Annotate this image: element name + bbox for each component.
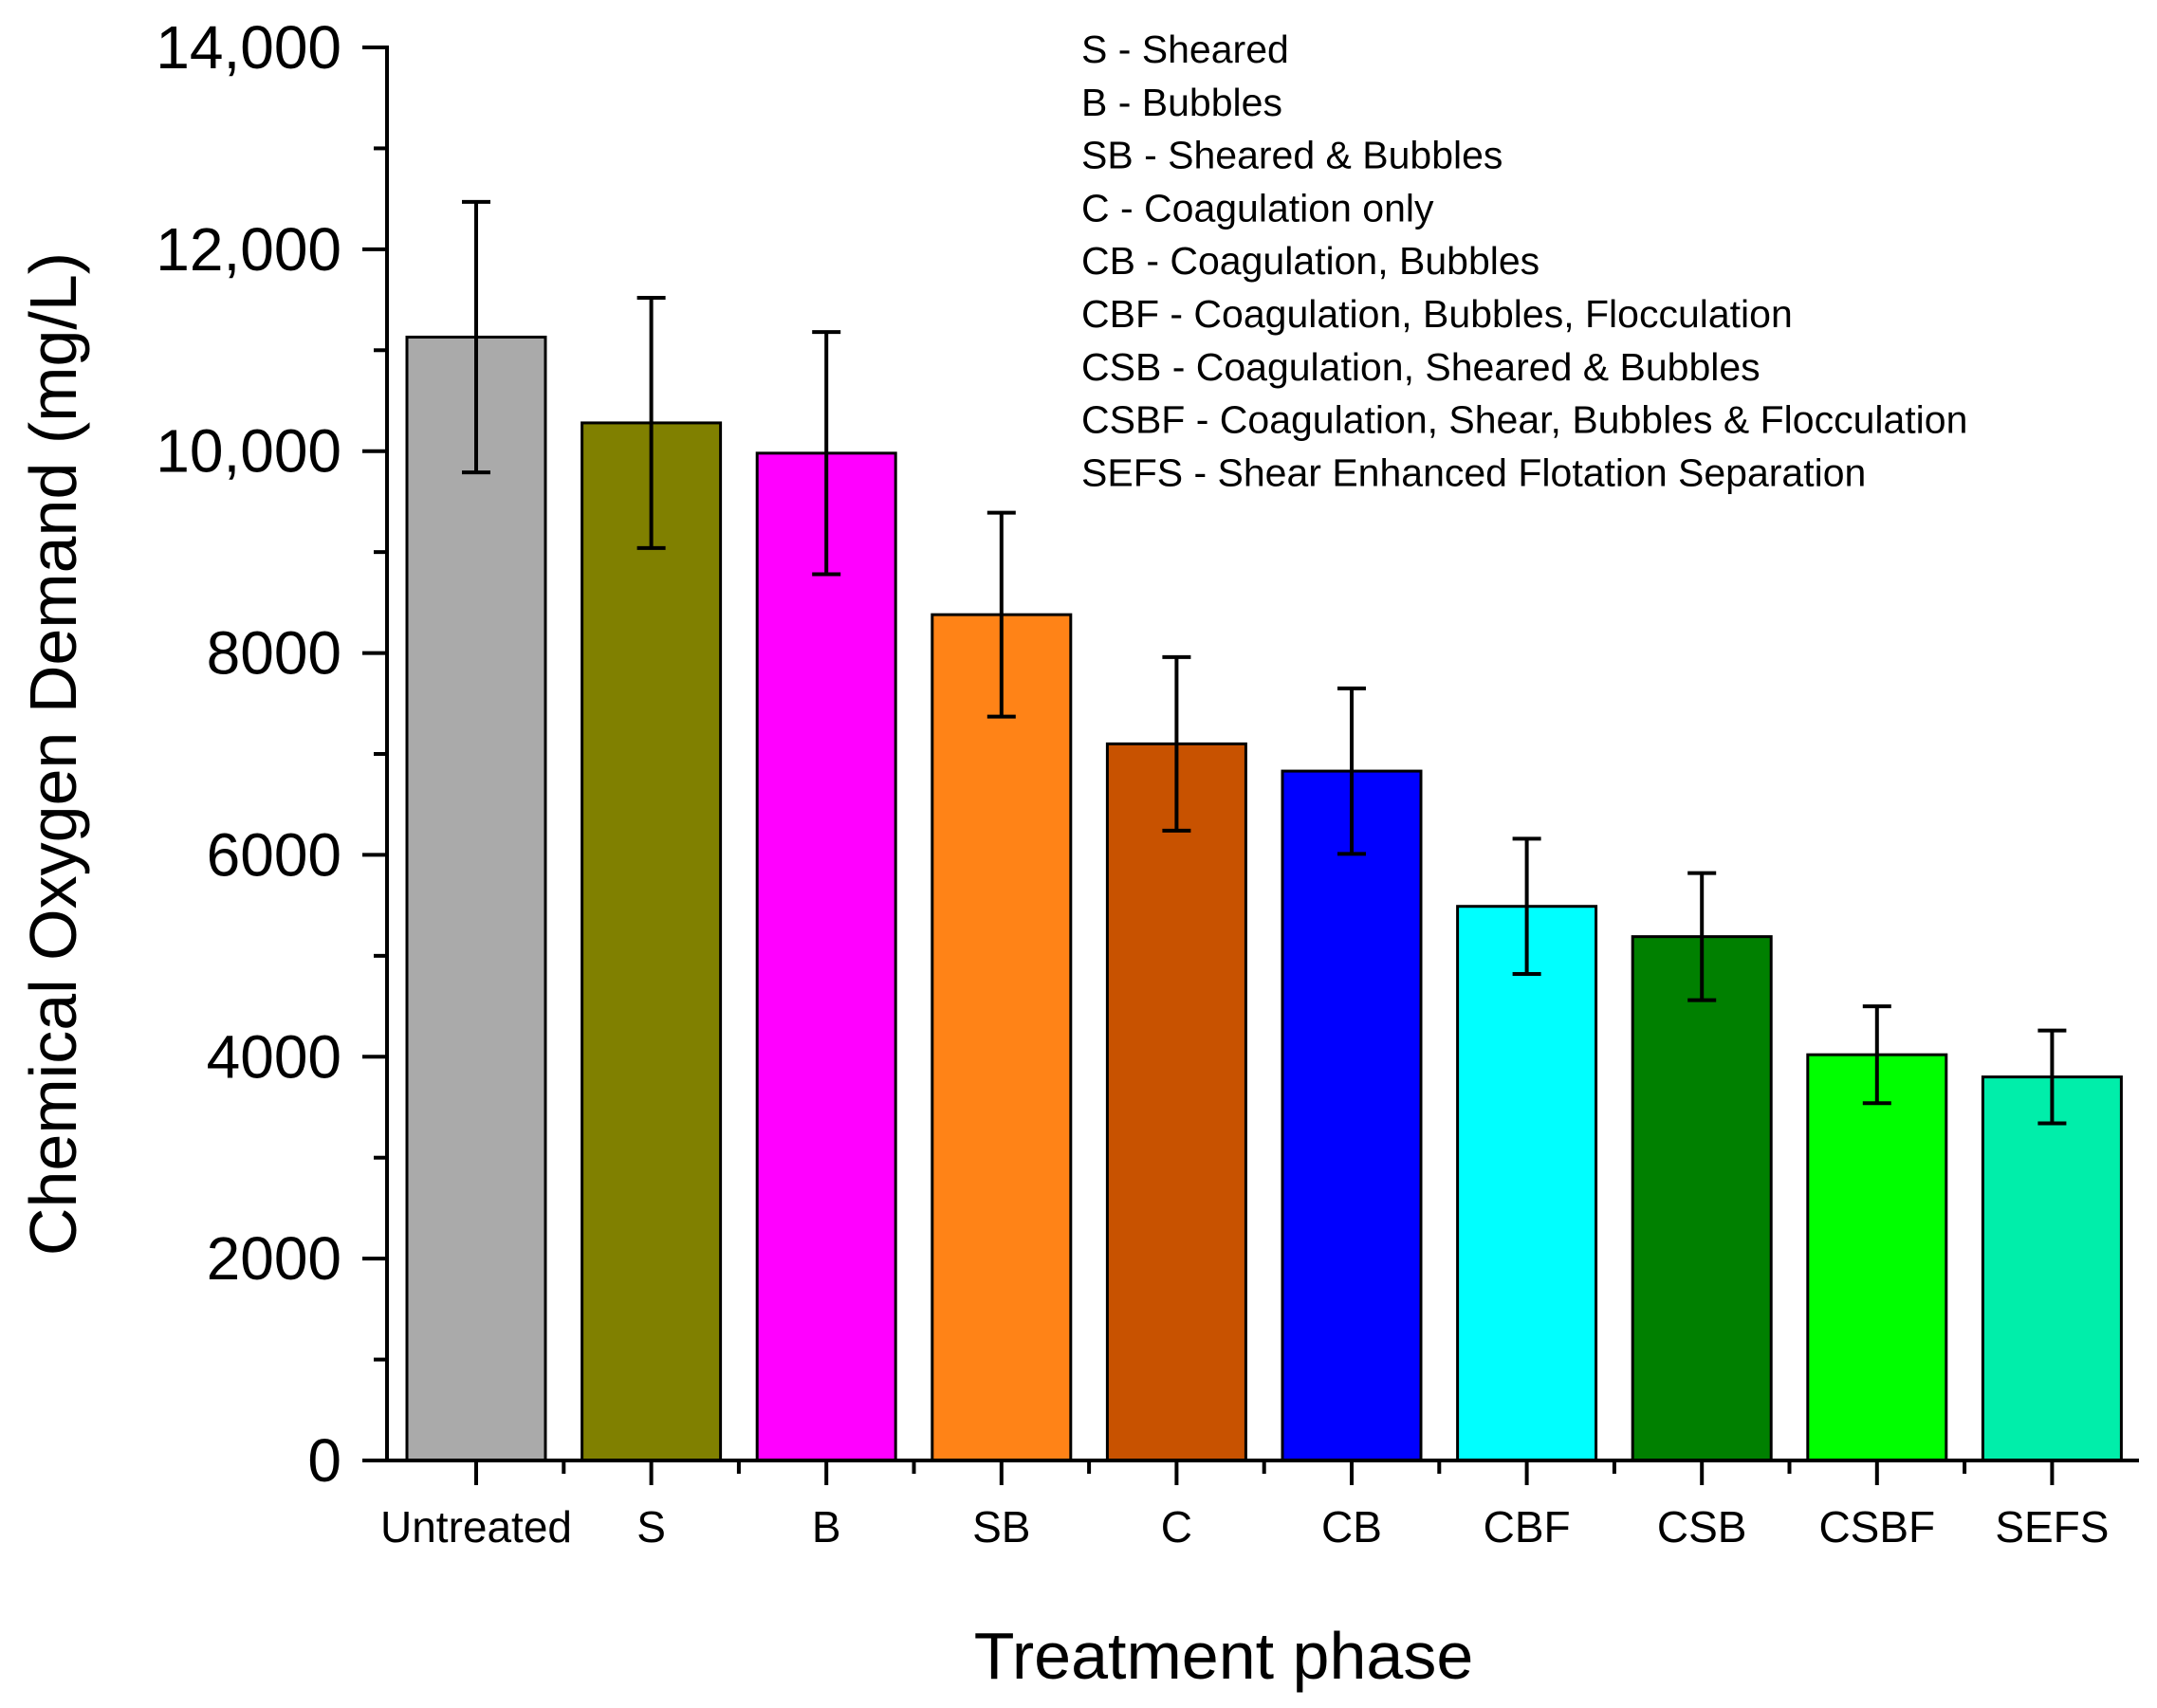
error-bars-group (462, 199, 2067, 1126)
bar-untreated (405, 335, 547, 1462)
legend-entry: B - Bubbles (1081, 81, 1282, 124)
error-bar-c (1162, 654, 1191, 833)
x-tick-label: CSB (1657, 1502, 1747, 1552)
x-axis-title: Treatment phase (974, 1619, 1474, 1693)
x-tick-label: SB (972, 1502, 1030, 1552)
y-tick-label: 2000 (207, 1224, 341, 1293)
bar-sb (931, 613, 1073, 1462)
y-tick-label: 0 (307, 1426, 341, 1495)
bar-csbf (1806, 1053, 1948, 1462)
y-tick-label: 6000 (207, 820, 341, 889)
y-axis-title: Chemical Oxygen Demand (mg/L) (16, 252, 90, 1256)
x-tick-label: B (812, 1502, 841, 1552)
x-tick-label: S (636, 1502, 666, 1552)
bar-cbf (1456, 905, 1598, 1462)
legend-entry: C - Coagulation only (1081, 186, 1434, 230)
error-bar-sefs (2037, 1028, 2067, 1126)
y-tick-label: 10,000 (156, 417, 341, 486)
x-tick-label: SEFS (1995, 1502, 2109, 1552)
error-bar-untreated (462, 199, 490, 475)
bar-c (1105, 742, 1247, 1462)
x-tick-label: C (1161, 1502, 1192, 1552)
y-tick-label: 12,000 (156, 215, 341, 284)
x-ticks-group: Untreated S B SB C CB CBF CSB CSBF SEFS (380, 1460, 2109, 1552)
error-bar-cb (1337, 686, 1366, 856)
legend-entry: CSB - Coagulation, Sheared & Bubbles (1081, 345, 1761, 389)
bar-sefs (1981, 1075, 2123, 1462)
x-tick-label: CB (1321, 1502, 1382, 1552)
y-tick-label: 14,000 (156, 13, 341, 82)
legend: S - Sheared B - Bubbles SB - Sheared & B… (1081, 28, 1967, 494)
y-ticks-group: 0 2000 4000 6000 8000 10,000 12,000 14,000 (156, 13, 387, 1495)
bar-cb (1281, 769, 1423, 1462)
x-tick-label: CBF (1484, 1502, 1571, 1552)
legend-entry: SEFS - Shear Enhanced Flotation Separati… (1081, 450, 1866, 494)
legend-entry: SB - Sheared & Bubbles (1081, 134, 1503, 177)
error-bar-s (636, 295, 666, 550)
error-bar-csbf (1862, 1004, 1891, 1106)
legend-entry: CBF - Coagulation, Bubbles, Flocculation (1081, 292, 1793, 336)
x-tick-label: CSBF (1818, 1502, 1935, 1552)
x-tick-label: Untreated (380, 1502, 572, 1552)
error-bar-csb (1687, 871, 1717, 1002)
y-tick-label: 4000 (207, 1022, 341, 1091)
bar-s (581, 421, 723, 1462)
error-bar-b (812, 330, 841, 577)
bar-csb (1631, 935, 1773, 1462)
legend-entry: CB - Coagulation, Bubbles (1081, 239, 1539, 283)
error-bar-sb (986, 510, 1016, 719)
error-bar-cbf (1512, 836, 1541, 977)
legend-entry: CSBF - Coagulation, Shear, Bubbles & Flo… (1081, 398, 1967, 442)
bars-group (405, 335, 2123, 1462)
legend-entry: S - Sheared (1081, 28, 1289, 71)
y-tick-label: 8000 (207, 619, 341, 688)
bar-b (755, 451, 897, 1462)
